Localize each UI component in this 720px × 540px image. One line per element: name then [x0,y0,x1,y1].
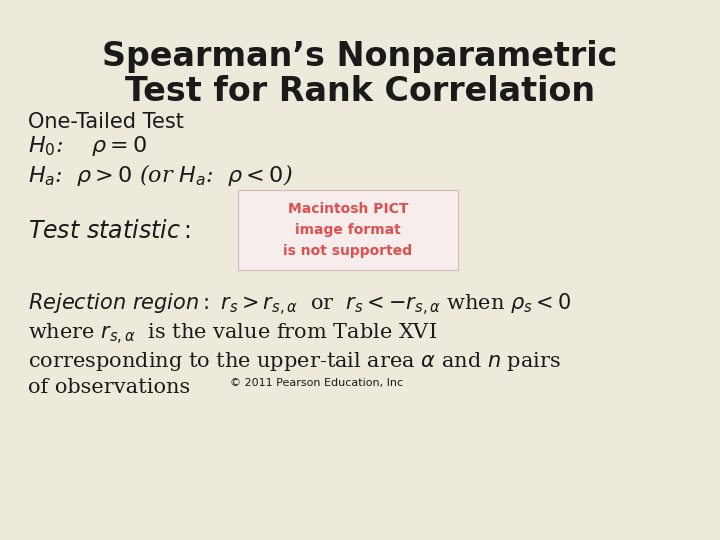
Text: Test for Rank Correlation: Test for Rank Correlation [125,75,595,108]
Text: corresponding to the upper-tail area $\alpha$ and $n$ pairs: corresponding to the upper-tail area $\a… [28,350,561,373]
Text: Macintosh PICT
image format
is not supported: Macintosh PICT image format is not suppo… [284,202,413,258]
FancyBboxPatch shape [238,190,458,270]
Text: © 2011 Pearson Education, Inc: © 2011 Pearson Education, Inc [230,378,403,388]
Text: $\mathit{Rejection\ region:}$ $r_s > r_{s,\alpha}$  or  $r_s < {-}r_{s,\alpha}$ : $\mathit{Rejection\ region:}$ $r_s > r_{… [28,292,571,318]
Text: $H_a$:  $\rho > 0$ (or $H_a$:  $\rho < 0$): $H_a$: $\rho > 0$ (or $H_a$: $\rho < 0$) [28,162,293,188]
Text: $\it{Test\ statistic:}$: $\it{Test\ statistic:}$ [28,220,191,243]
Text: Spearman’s Nonparametric: Spearman’s Nonparametric [102,40,618,73]
Text: where $r_{s,\alpha}$  is the value from Table XVI: where $r_{s,\alpha}$ is the value from T… [28,322,437,347]
Text: of observations: of observations [28,378,190,397]
Text: $H_0$:    $\rho = 0$: $H_0$: $\rho = 0$ [28,134,147,158]
Text: One-Tailed Test: One-Tailed Test [28,112,184,132]
